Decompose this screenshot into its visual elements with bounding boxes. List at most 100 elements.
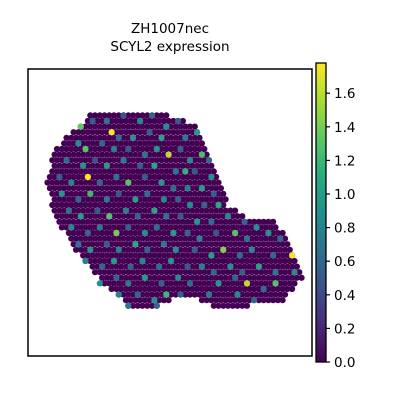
tissue-spot [222, 274, 229, 281]
tissue-spot [179, 218, 186, 225]
tissue-spot [224, 280, 232, 287]
tissue-spot [201, 257, 208, 265]
tissue-spot [246, 229, 253, 237]
tissue-spot [194, 162, 201, 169]
tissue-spot [82, 168, 89, 175]
tissue-spot [58, 145, 65, 153]
tissue-spot [70, 218, 77, 225]
tissue-spot [179, 207, 186, 214]
tissue-spot [96, 235, 103, 242]
tissue-spot [144, 280, 151, 287]
tissue-spot [258, 235, 265, 242]
tissue-spot [110, 246, 118, 253]
tissue-spot [172, 235, 179, 242]
tissue-spot [115, 224, 122, 231]
expression-spot [144, 246, 151, 253]
tissue-spot [210, 213, 217, 220]
expression-spot [243, 280, 251, 287]
tissue-spot [118, 129, 125, 136]
tissue-spot [113, 151, 120, 158]
tissue-spot [80, 151, 87, 158]
tissue-spot [68, 157, 75, 164]
tissue-spot [165, 196, 172, 203]
tissue-spot [177, 246, 184, 253]
tissue-spot [118, 117, 125, 125]
tissue-spot [201, 168, 208, 175]
tissue-spot [189, 241, 196, 248]
tissue-spot [189, 196, 196, 203]
tissue-spot [177, 235, 184, 242]
tissue-spot [113, 162, 120, 169]
tissue-spot [260, 263, 267, 270]
tissue-spot [148, 168, 156, 175]
colorbar-tick-label: 1.6 [334, 86, 355, 102]
tissue-spot [148, 257, 156, 265]
tissue-spot [274, 285, 281, 293]
tissue-spot [113, 140, 120, 147]
tissue-spot [160, 129, 167, 136]
tissue-spot [103, 151, 110, 158]
tissue-spot [141, 207, 148, 214]
tissue-spot [137, 196, 144, 203]
tissue-spot [94, 162, 101, 169]
tissue-spot [160, 207, 167, 214]
tissue-spot [210, 257, 217, 265]
tissue-spot [281, 280, 289, 287]
tissue-spot [182, 235, 189, 242]
expression-spot [56, 173, 63, 181]
tissue-spot [260, 218, 267, 225]
tissue-spot [258, 291, 265, 298]
tissue-spot [96, 168, 103, 175]
tissue-spot [234, 213, 241, 220]
tissue-spot [125, 168, 132, 175]
tissue-spot [148, 213, 156, 220]
tissue-spot [61, 140, 68, 147]
expression-spot [115, 246, 122, 253]
tissue-spot [253, 235, 260, 242]
tissue-spot [91, 123, 99, 130]
tissue-spot [277, 246, 284, 253]
tissue-spot [153, 157, 160, 164]
tissue-spot [108, 140, 115, 147]
tissue-spot [205, 190, 213, 197]
tissue-spot [96, 190, 103, 197]
tissue-spot [132, 151, 139, 158]
tissue-spot [167, 157, 175, 164]
tissue-spot [94, 241, 101, 248]
tissue-spot [172, 269, 179, 276]
expression-spot [122, 207, 129, 214]
tissue-spot [125, 134, 132, 141]
tissue-spot [65, 162, 72, 169]
tissue-spot [167, 269, 175, 276]
tissue-spot [91, 134, 99, 141]
tissue-spot [196, 257, 203, 265]
tissue-spot [101, 123, 108, 130]
tissue-spot [289, 285, 296, 293]
tissue-spot [203, 207, 210, 214]
tissue-spot [255, 285, 262, 293]
tissue-spot [201, 246, 208, 253]
tissue-spot [220, 201, 227, 209]
tissue-spot [182, 213, 189, 220]
tissue-spot [106, 168, 113, 175]
tissue-spot [220, 291, 227, 298]
expression-spot [129, 134, 137, 141]
tissue-spot [137, 207, 144, 214]
tissue-spot [220, 190, 227, 197]
expression-spot [167, 257, 175, 265]
tissue-spot [179, 129, 186, 136]
tissue-spot [134, 134, 141, 141]
tissue-spot [63, 134, 70, 141]
tissue-spot [99, 274, 106, 281]
tissue-spot [118, 252, 125, 259]
tissue-spot [58, 213, 65, 220]
expression-spot [84, 229, 91, 237]
tissue-spot [108, 241, 115, 248]
tissue-spot [229, 246, 236, 253]
tissue-spot [213, 263, 220, 270]
tissue-spot [179, 263, 186, 270]
tissue-spot [120, 235, 127, 242]
tissue-spot [156, 229, 163, 237]
tissue-spot [270, 241, 277, 248]
tissue-spot [184, 285, 191, 293]
